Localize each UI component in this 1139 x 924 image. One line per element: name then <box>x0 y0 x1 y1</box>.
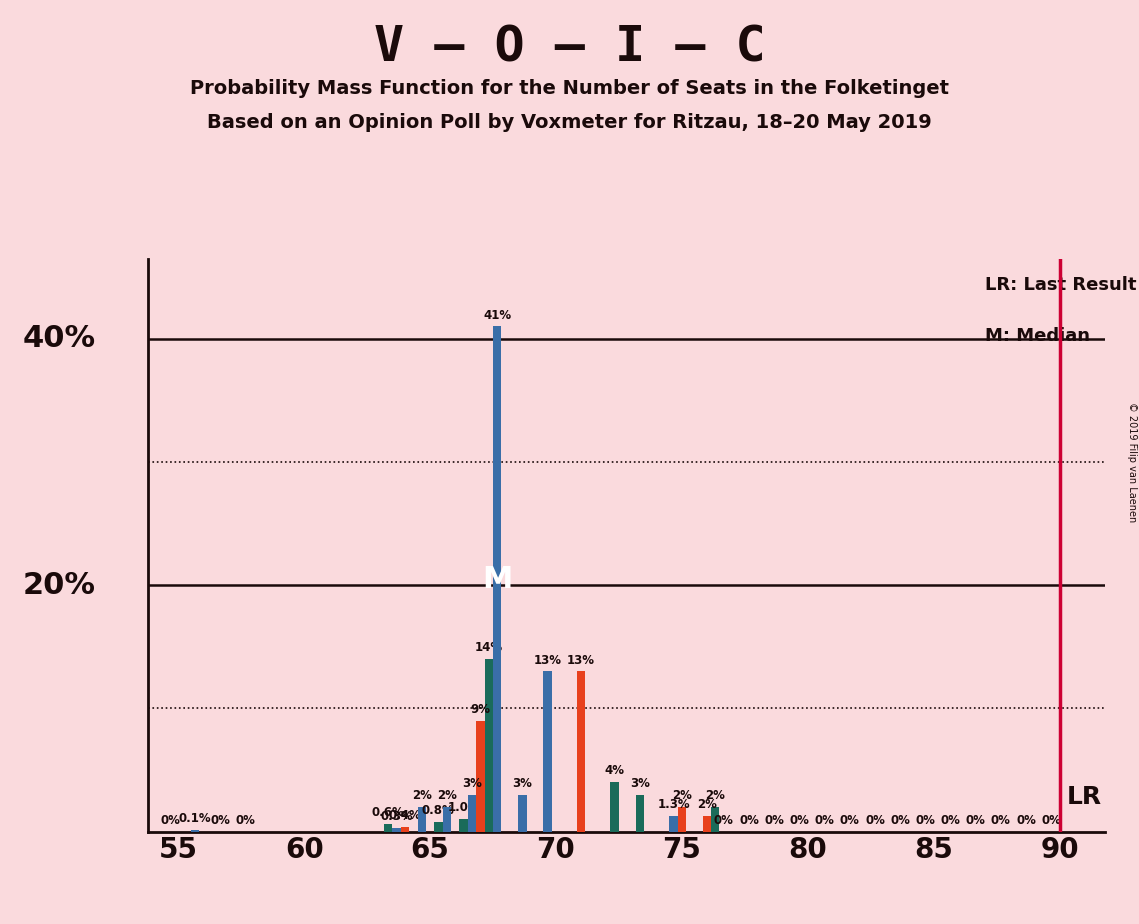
Text: 13%: 13% <box>534 653 562 666</box>
Bar <box>384 824 392 832</box>
Text: 40%: 40% <box>23 324 96 353</box>
Bar <box>711 807 720 832</box>
Text: 0%: 0% <box>966 814 985 827</box>
Text: 3%: 3% <box>462 777 482 790</box>
Text: 0%: 0% <box>839 814 860 827</box>
Text: 20%: 20% <box>23 571 96 600</box>
Text: LR: Last Result: LR: Last Result <box>985 276 1137 294</box>
Text: 41%: 41% <box>483 309 511 322</box>
Text: 0%: 0% <box>236 814 255 827</box>
Bar <box>191 831 199 832</box>
Text: 0.4%: 0.4% <box>388 808 421 821</box>
Bar <box>577 672 585 832</box>
Bar <box>443 807 451 832</box>
Text: 0%: 0% <box>891 814 910 827</box>
Text: 0%: 0% <box>941 814 960 827</box>
Bar <box>434 821 443 832</box>
Bar <box>518 795 526 832</box>
Text: 2%: 2% <box>705 789 726 802</box>
Text: 0%: 0% <box>1016 814 1036 827</box>
Text: 2%: 2% <box>412 789 432 802</box>
Bar <box>418 807 426 832</box>
Text: 0.6%: 0.6% <box>371 807 404 820</box>
Text: 2%: 2% <box>697 797 716 810</box>
Text: V – O – I – C: V – O – I – C <box>374 23 765 71</box>
Text: 2%: 2% <box>672 789 691 802</box>
Text: 1.0%: 1.0% <box>448 801 480 814</box>
Text: 14%: 14% <box>475 641 502 654</box>
Text: 0.1%: 0.1% <box>179 812 212 825</box>
Text: 0%: 0% <box>764 814 784 827</box>
Text: 0%: 0% <box>991 814 1010 827</box>
Text: LR: LR <box>1067 785 1103 809</box>
Bar <box>493 326 501 832</box>
Text: 0%: 0% <box>916 814 935 827</box>
Text: 0%: 0% <box>814 814 835 827</box>
Bar <box>468 795 476 832</box>
Bar <box>401 827 409 832</box>
Text: 0%: 0% <box>789 814 810 827</box>
Bar <box>393 828 401 832</box>
Text: 1.3%: 1.3% <box>657 797 690 810</box>
Text: 3%: 3% <box>630 777 649 790</box>
Text: 3%: 3% <box>513 777 532 790</box>
Text: 0%: 0% <box>1041 814 1062 827</box>
Text: 4%: 4% <box>605 764 624 777</box>
Bar <box>484 659 493 832</box>
Text: 9%: 9% <box>470 703 491 716</box>
Bar <box>476 721 484 832</box>
Text: 0%: 0% <box>161 814 180 827</box>
Bar <box>703 816 711 832</box>
Text: Probability Mass Function for the Number of Seats in the Folketinget: Probability Mass Function for the Number… <box>190 79 949 98</box>
Bar <box>678 807 686 832</box>
Text: 2%: 2% <box>437 789 457 802</box>
Text: 0%: 0% <box>739 814 759 827</box>
Bar <box>543 672 551 832</box>
Text: © 2019 Filip van Laenen: © 2019 Filip van Laenen <box>1128 402 1137 522</box>
Text: Based on an Opinion Poll by Voxmeter for Ritzau, 18–20 May 2019: Based on an Opinion Poll by Voxmeter for… <box>207 113 932 132</box>
Text: 0%: 0% <box>211 814 230 827</box>
Text: M: Median: M: Median <box>985 327 1090 346</box>
Bar <box>636 795 644 832</box>
Text: M: M <box>482 565 513 593</box>
Bar <box>670 816 678 832</box>
Bar <box>459 820 468 832</box>
Text: 0.3%: 0.3% <box>380 810 413 823</box>
Text: 0%: 0% <box>865 814 885 827</box>
Bar <box>611 783 618 832</box>
Text: 13%: 13% <box>567 653 596 666</box>
Text: 0%: 0% <box>714 814 734 827</box>
Text: 0.8%: 0.8% <box>421 804 454 817</box>
